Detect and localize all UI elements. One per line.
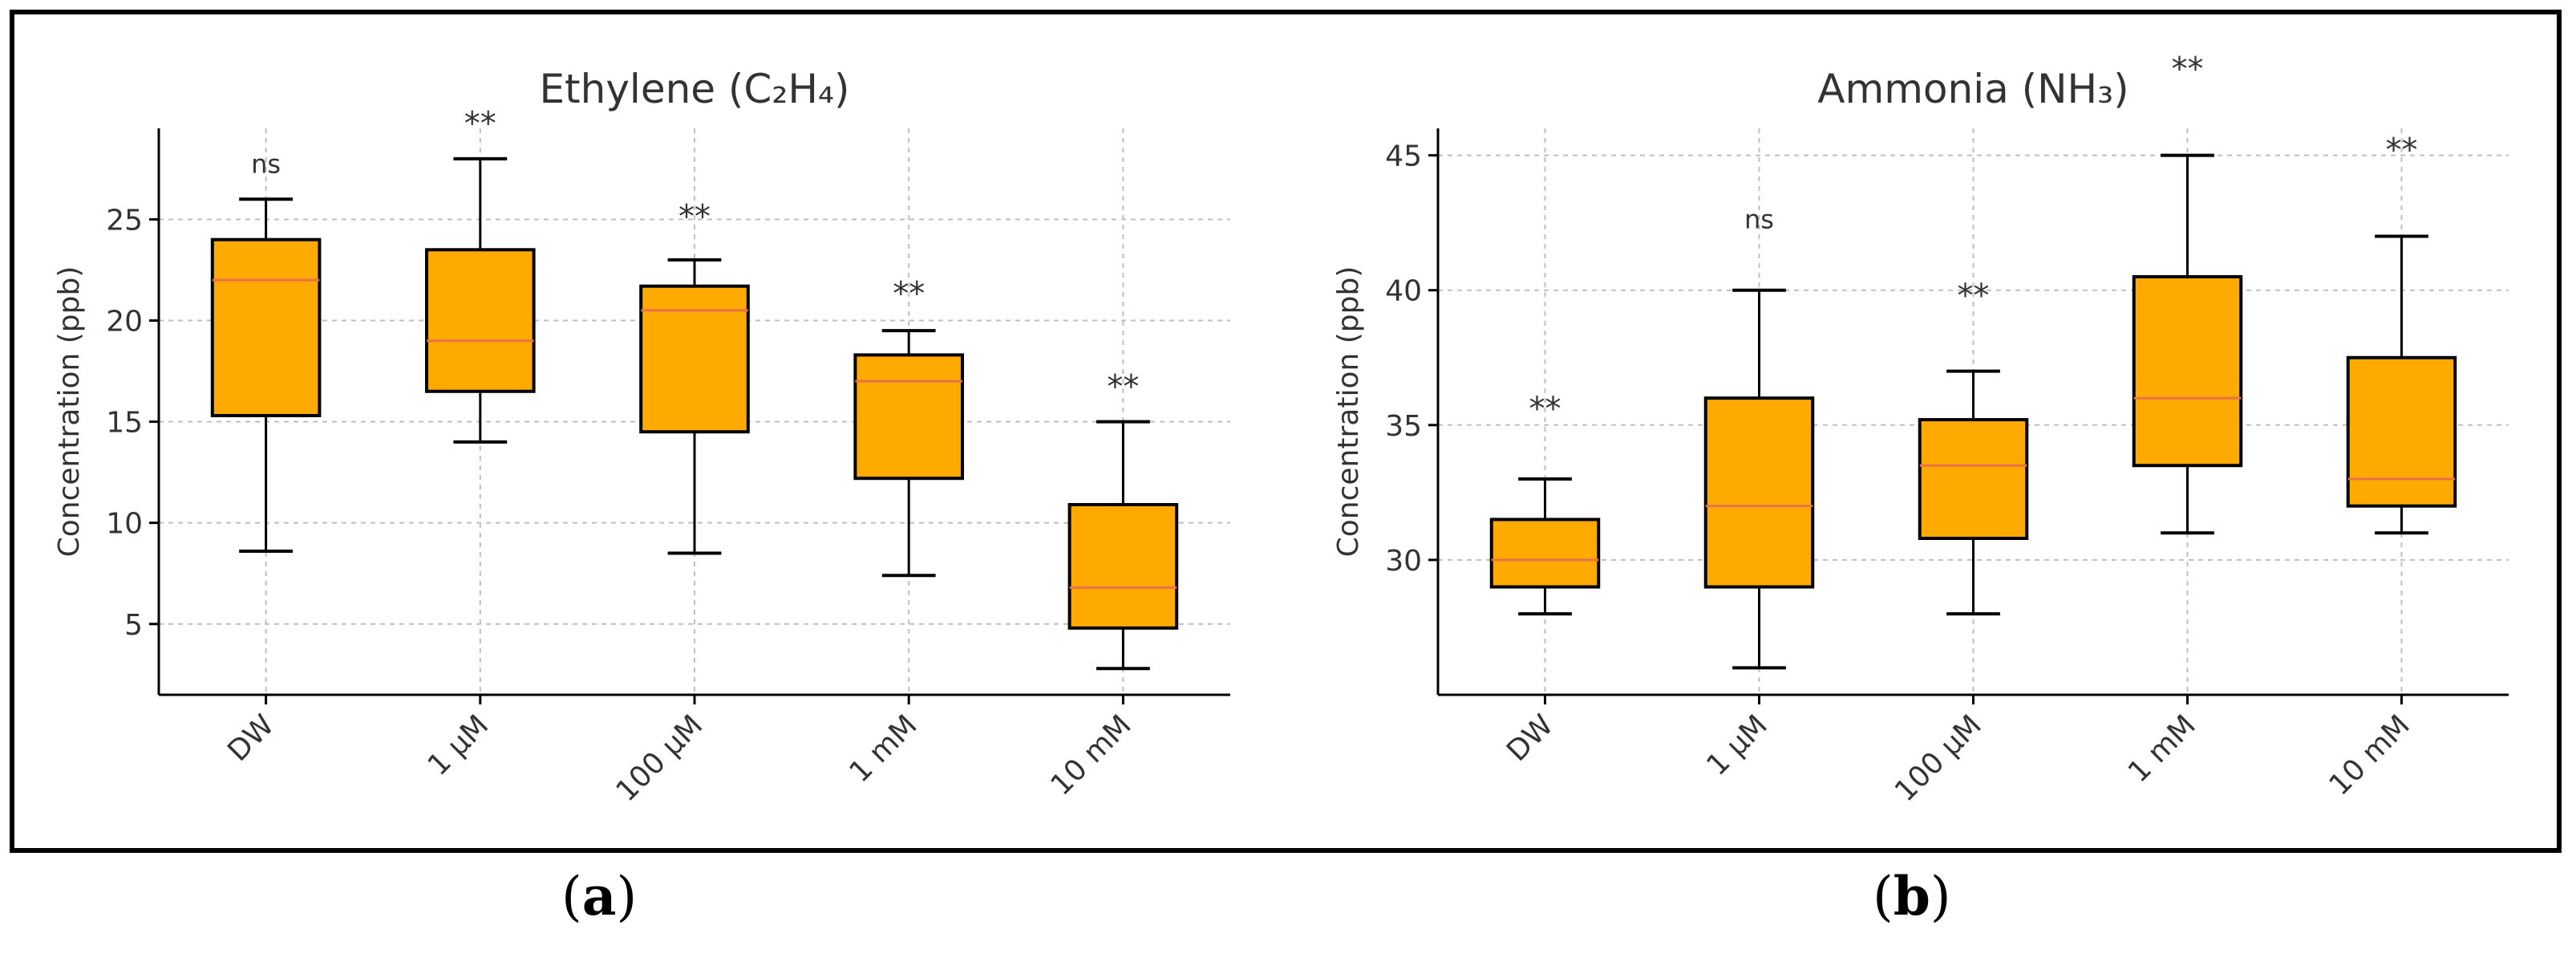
figure-frame: ns ** ** ** ** 5 10 15 20 25 DW 1 µM 100 µM 1 mM 10 mM…	[10, 10, 2562, 853]
x-tick-label: 10 mM	[2323, 708, 2416, 802]
panel-label-b: (b)	[1873, 865, 1951, 927]
box-body	[2132, 274, 2243, 468]
box-body	[1703, 396, 1815, 589]
x-tick-label: 1 µM	[422, 708, 495, 781]
x-tick-label: 1 µM	[1700, 708, 1773, 781]
x-tick-label: 100 µM	[610, 708, 710, 808]
y-tick-label: 35	[1385, 410, 1422, 443]
box-body	[853, 353, 965, 481]
box-1	[210, 197, 322, 553]
box-body	[425, 248, 536, 393]
box-body	[639, 284, 750, 434]
chart-panel-b: ** ns ** ** ** 30 35 40 45 DW 1 µM 100 µM 1 mM 10 mM A…	[1332, 51, 2509, 808]
chart-title: Ethylene (C₂H₄)	[539, 66, 849, 112]
y-tick-label: 10	[106, 508, 143, 541]
box-2	[1703, 288, 1815, 670]
chart-panel-a: ns ** ** ** ** 5 10 15 20 25 DW 1 µM 100 µM 1 mM 10 mM…	[53, 66, 1230, 808]
box-body	[2346, 355, 2457, 508]
significance-label: **	[464, 106, 496, 143]
box-4	[853, 329, 965, 578]
box-body	[1489, 517, 1601, 589]
x-tick-label: 1 mM	[844, 708, 924, 789]
significance-label: **	[1529, 391, 1561, 428]
box-4	[2132, 153, 2243, 535]
box-3	[1918, 369, 2029, 616]
box-3	[639, 258, 750, 555]
y-tick-label: 25	[106, 204, 143, 237]
y-tick-label: 30	[1385, 545, 1422, 578]
y-tick-label: 20	[106, 306, 143, 339]
x-tick-label: 1 mM	[2122, 708, 2202, 789]
significance-label: **	[2386, 132, 2418, 168]
significance-label: **	[893, 275, 925, 312]
panel-label-a: (a)	[561, 865, 638, 927]
y-tick-label: 40	[1385, 275, 1422, 308]
y-tick-label: 5	[124, 609, 143, 642]
significance-label: **	[2172, 51, 2204, 87]
chart-title: Ammonia (NH₃)	[1817, 66, 2128, 112]
box-body	[1067, 502, 1179, 630]
x-tick-label: 100 µM	[1889, 708, 1988, 808]
significance-label: ns	[251, 148, 281, 179]
x-tick-label: 10 mM	[1045, 708, 1138, 802]
box-5	[1067, 420, 1179, 671]
x-tick-label: DW	[221, 708, 281, 768]
box-body	[210, 237, 322, 418]
significance-label: **	[1107, 368, 1139, 405]
box-2	[425, 156, 536, 444]
y-axis-label: Concentration (ppb)	[53, 266, 86, 558]
box-1	[1489, 477, 1601, 616]
x-tick-label: DW	[1501, 708, 1560, 768]
box-body	[1918, 418, 2029, 541]
y-tick-label: 15	[106, 407, 143, 440]
box-5	[2346, 234, 2457, 535]
figure-svg: ns ** ** ** ** 5 10 15 20 25 DW 1 µM 100 µM 1 mM 10 mM…	[53, 51, 2509, 808]
y-axis-label: Concentration (ppb)	[1332, 266, 1365, 558]
significance-label: **	[1958, 278, 1990, 315]
significance-label: **	[678, 199, 711, 236]
y-tick-label: 45	[1385, 140, 1422, 173]
significance-label: ns	[1744, 204, 1774, 234]
